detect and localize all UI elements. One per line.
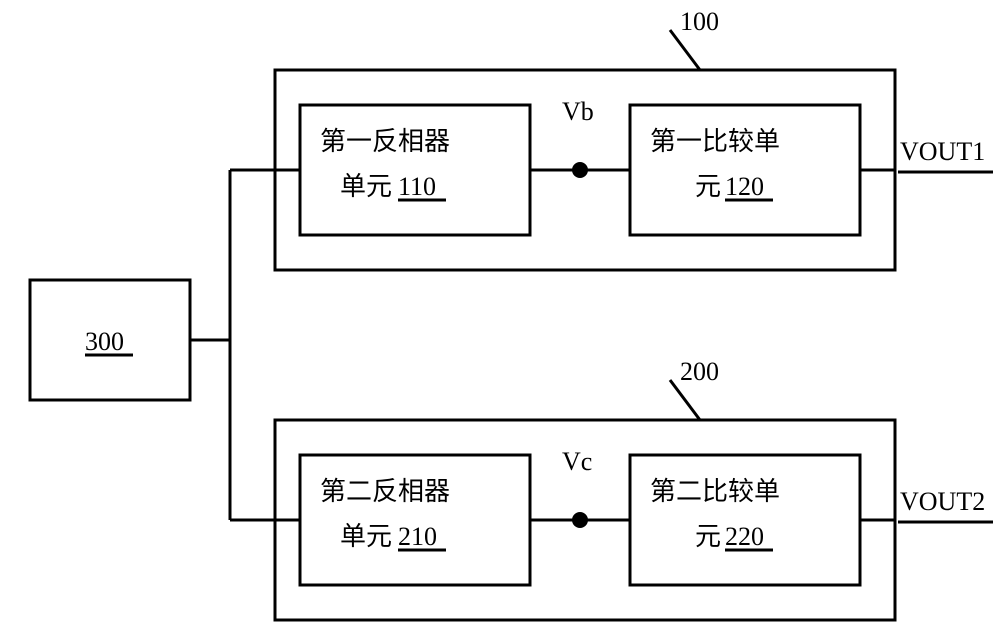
block-200-callout-label: 200 <box>680 357 719 386</box>
block-120-line1: 第一比较单 <box>650 127 780 156</box>
block-110-rect <box>300 105 530 235</box>
vout2-label: VOUT2 <box>900 487 985 516</box>
block-220-line2-prefix: 元 <box>695 522 721 551</box>
block-220-num: 220 <box>725 522 764 551</box>
block-210-num: 210 <box>398 522 437 551</box>
block-120-line2-prefix: 元 <box>695 172 721 201</box>
block-220-rect <box>630 455 860 585</box>
node-vb-dot <box>572 162 588 178</box>
bus-wires <box>190 170 275 520</box>
block-110-line2-prefix: 单元 <box>340 172 392 201</box>
block-diagram: 300 100 第一反相器 单元 110 Vb 第一比较单 元 120 VOUT… <box>0 0 1000 639</box>
block-200-callout-line <box>670 380 700 420</box>
node-vc-label: Vc <box>562 447 592 476</box>
vout1-label: VOUT1 <box>900 137 985 166</box>
block-300-num: 300 <box>85 327 124 356</box>
block-100-callout-line <box>670 30 700 70</box>
block-120-num: 120 <box>725 172 764 201</box>
node-vc-dot <box>572 512 588 528</box>
block-220-line1: 第二比较单 <box>650 477 780 506</box>
block-210-rect <box>300 455 530 585</box>
block-300: 300 <box>30 280 190 400</box>
block-120-rect <box>630 105 860 235</box>
block-100: 100 第一反相器 单元 110 Vb 第一比较单 元 120 VOUT1 <box>275 7 993 270</box>
block-110-line1: 第一反相器 <box>320 127 450 156</box>
block-210-line1: 第二反相器 <box>320 477 450 506</box>
block-200: 200 第二反相器 单元 210 Vc 第二比较单 元 220 VOUT2 <box>275 357 993 620</box>
node-vb-label: Vb <box>562 97 594 126</box>
block-100-callout-label: 100 <box>680 7 719 36</box>
block-210-line2-prefix: 单元 <box>340 522 392 551</box>
block-110-num: 110 <box>398 172 436 201</box>
